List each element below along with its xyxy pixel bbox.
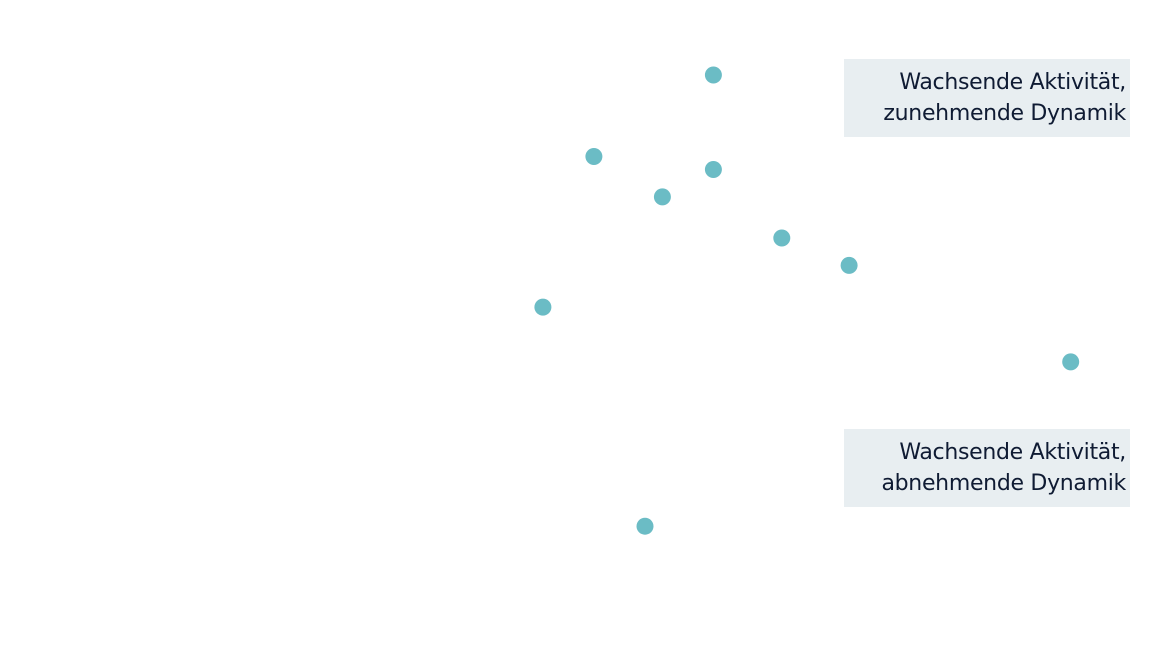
scatter-point-9	[636, 517, 654, 535]
data-points	[534, 66, 1080, 535]
scatter-point-8	[1062, 353, 1080, 371]
scatter-point-5	[773, 229, 791, 247]
scatter-point-1	[704, 66, 722, 84]
scatter-point-7	[534, 298, 552, 316]
annotation-line: zunehmende Dynamik	[883, 101, 1126, 126]
annotation-growing-decreasing: Wachsende Aktivität, abnehmende Dynamik	[844, 429, 1130, 507]
annotation-line: Wachsende Aktivität,	[899, 440, 1126, 465]
scatter-point-4	[653, 188, 671, 206]
scatter-point-3	[704, 161, 722, 178]
scatter-point-6	[840, 256, 858, 274]
annotation-line: Wachsende Aktivität,	[899, 70, 1126, 95]
scatter-point-2	[585, 148, 603, 165]
annotation-line: abnehmende Dynamik	[881, 471, 1126, 496]
annotation-growing-increasing: Wachsende Aktivität, zunehmende Dynamik	[844, 59, 1130, 137]
